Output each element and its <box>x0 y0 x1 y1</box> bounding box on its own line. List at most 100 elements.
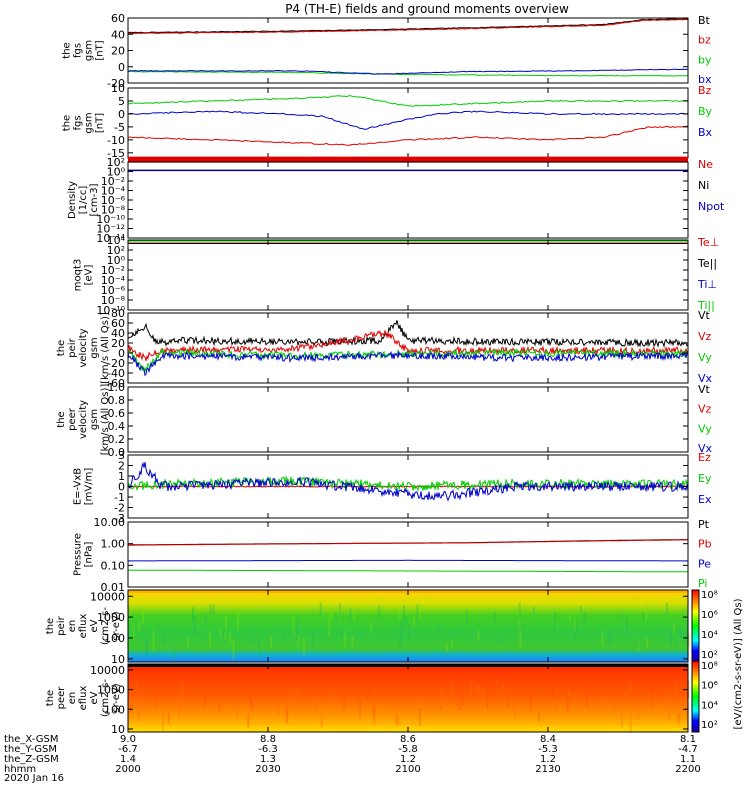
y-tick-label: 5 <box>118 95 125 108</box>
spectrogram-texture <box>446 642 449 652</box>
y-tick-label: 0.10 <box>101 559 126 572</box>
spectrogram-texture <box>620 712 623 728</box>
spectrogram-texture <box>496 634 499 644</box>
spectrogram-texture <box>328 616 331 636</box>
spectrogram-texture <box>138 709 141 722</box>
spectrogram-texture <box>162 712 164 731</box>
spectrogram-texture <box>416 604 419 621</box>
spectrogram-texture <box>167 713 170 724</box>
spectrogram-texture <box>219 629 222 638</box>
spectrogram-texture <box>320 712 323 729</box>
y-tick-label: 10⁻¹⁰ <box>96 213 125 226</box>
y-tick-label: 80 <box>111 307 125 320</box>
spectrogram-texture <box>178 699 181 713</box>
spectrogram-texture <box>335 612 338 623</box>
y-tick-label: 10² <box>107 244 125 257</box>
spectrogram-texture <box>418 613 421 620</box>
y-tick-label: 100 <box>104 703 125 716</box>
series-line-Bt <box>127 18 689 34</box>
y-tick-label: 10000 <box>90 664 125 677</box>
x-row-label: the_Y-GSM <box>4 744 57 755</box>
spectrogram-texture <box>553 701 556 712</box>
spectrogram-texture <box>514 706 517 718</box>
spectrogram-texture <box>676 682 678 696</box>
colorbar-tick-label: 10⁶ <box>701 681 718 692</box>
x-row-label: the_Z-GSM <box>4 754 59 765</box>
series-line-Bz <box>127 125 689 146</box>
x-value-label: 2100 <box>395 764 420 775</box>
colorbar-unit-label: [eV/(cm2-s-sr-eV)] (All Qs) <box>733 598 744 729</box>
spectrogram-texture <box>209 630 212 647</box>
spectrogram-texture <box>145 638 147 655</box>
spectrogram-texture <box>247 714 250 729</box>
spectrogram-texture <box>162 634 165 647</box>
y-tick-label: 0.2 <box>108 433 126 446</box>
y-tick-label: 1000 <box>97 611 125 624</box>
spectrogram-texture <box>608 629 611 645</box>
spectrogram-texture <box>586 680 589 693</box>
y-tick-label: 0.0 <box>108 446 126 459</box>
spectrogram-texture <box>300 674 303 681</box>
spectrogram-texture <box>669 628 672 647</box>
y-tick-label: 10.00 <box>94 516 126 529</box>
y-tick-label: 60 <box>111 12 125 25</box>
y-tick-label: 10000 <box>90 590 125 603</box>
panel-fgs_gsm: -20 0 20 40 60 thefgsgsm[nT] Bt bz by bx <box>62 12 712 90</box>
spectrogram-texture <box>672 623 675 634</box>
spectrogram-texture <box>636 637 639 650</box>
spectrogram-texture <box>637 703 640 721</box>
spectrogram-texture <box>277 710 280 717</box>
colorbar-2 <box>691 660 700 733</box>
legend-label-Bx: Bx <box>698 126 713 139</box>
spectrogram-texture <box>181 681 184 698</box>
series-line-By <box>127 94 689 107</box>
y-tick-label: 10⁻² <box>101 175 125 188</box>
x-value-label: 9.0 <box>120 734 136 745</box>
spectrogram-texture <box>258 639 261 658</box>
spectrogram-texture <box>187 638 189 648</box>
spectrogram-texture <box>567 689 570 701</box>
legend-label-Te||: Te|| <box>697 257 717 270</box>
y-tick-label: 0.8 <box>108 394 126 407</box>
x-value-label: 8.4 <box>540 734 556 745</box>
spectrogram-texture <box>585 689 588 709</box>
legend-label-Ti⊥: Ti⊥ <box>697 278 717 291</box>
x-value-label: 1.4 <box>120 754 136 765</box>
spectrogram-texture <box>412 616 415 626</box>
y-tick-label: 100 <box>104 632 125 645</box>
legend-label-Pe: Pe <box>698 557 711 570</box>
spectrogram-texture <box>146 641 149 655</box>
spectrogram-texture <box>251 698 254 712</box>
spectrogram-texture <box>129 704 132 713</box>
series-line-Pi <box>128 569 689 573</box>
x-value-label: -6.7 <box>118 744 138 755</box>
y-axis-label: Density[1/cc][cm-3] <box>67 181 100 219</box>
legend-label-Vx: Vx <box>698 442 713 455</box>
spectrogram-texture <box>400 631 403 642</box>
spectrogram-texture <box>252 636 255 646</box>
spectrogram-texture <box>687 633 690 647</box>
spectrogram-texture <box>566 696 569 712</box>
spectrogram-texture <box>370 622 373 633</box>
x-value-label: 1.2 <box>400 754 416 765</box>
spectrogram-texture <box>276 687 279 704</box>
y-tick-label: 60 <box>111 317 125 330</box>
spectrogram-texture <box>574 622 577 638</box>
spectrogram-texture <box>315 697 318 715</box>
spectrogram-texture <box>476 684 478 691</box>
colorbar-tick-label: 10⁸ <box>701 661 718 672</box>
spectrogram-texture <box>579 606 582 613</box>
legend-label-Bz: Bz <box>698 84 712 97</box>
spectrogram-texture <box>372 705 375 716</box>
y-tick-label: 10⁻⁶ <box>101 194 126 207</box>
series-line-Pe <box>128 559 688 562</box>
spectrogram-texture <box>405 616 408 627</box>
spectrogram-texture <box>554 611 557 624</box>
spectrogram-texture <box>394 706 397 725</box>
y-tick-label: 0 <box>118 108 125 121</box>
y-axis-label: thepeervelocitygsm[km/s (All Qs)] <box>56 384 111 456</box>
x-row-label: 2020 Jan 16 <box>4 773 64 784</box>
